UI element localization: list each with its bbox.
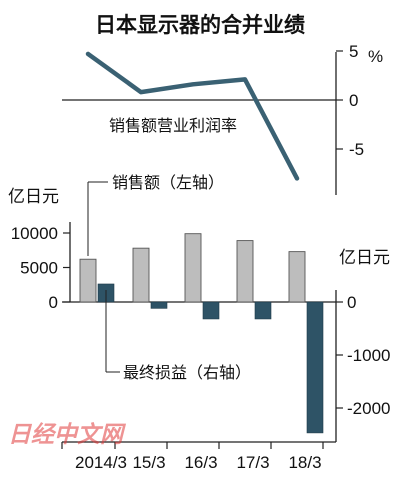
line-chart-unit: %: [368, 47, 383, 66]
bar-net-15-3: [150, 301, 168, 309]
series-label-net-income: 最终损益（右轴）: [123, 363, 251, 382]
bar-sales-17-3: [236, 240, 254, 303]
bar-chart-ticks: 10000 5000 0 0 -1000 -2000: [11, 224, 391, 418]
left-axis-unit: 亿日元: [8, 187, 59, 207]
left-tick-label-10000: 10000: [11, 224, 58, 243]
right-tick-label--2000: -2000: [347, 399, 390, 418]
right-tick-label--1000: -1000: [347, 346, 390, 365]
line-tick-label--5: -5: [349, 140, 364, 159]
x-tick-label-2014-3: 2014/3: [75, 453, 127, 472]
x-tick-label-18-3: 18/3: [288, 453, 321, 472]
bar-sales-2014-3: [79, 258, 97, 303]
bar-sales-16-3: [184, 233, 202, 303]
x-tick-label-16-3: 16/3: [184, 453, 217, 472]
bar-chart-bars: [79, 233, 324, 434]
left-tick-label-5000: 5000: [20, 259, 58, 278]
chart-title: 日本显示器的合并业绩: [95, 13, 305, 37]
bar-net-16-3: [202, 301, 220, 320]
series-line-operating-margin: [85, 51, 300, 181]
bar-net-17-3: [254, 301, 272, 320]
x-axis: 2014/3 15/3 16/3 17/3 18/3: [61, 441, 336, 472]
x-tick-label-17-3: 17/3: [236, 453, 269, 472]
line-tick-label-0: 0: [349, 91, 358, 110]
bar-chart: 亿日元 亿日元 10000 5000 0 0 -1000 -2000 销售额（左轴） 最终…: [8, 173, 390, 442]
x-tick-label-15-3: 15/3: [132, 453, 165, 472]
watermark: 日经中文网: [8, 422, 127, 448]
x-axis-ticks: 2014/3 15/3 16/3 17/3 18/3: [61, 442, 324, 472]
bar-sales-15-3: [132, 247, 150, 303]
bar-sales-18-3: [288, 251, 306, 303]
line-chart: 5 0 -5 % 销售额营业利润率: [62, 42, 383, 195]
series-label-sales: 销售额（左轴）: [112, 173, 224, 192]
series-label-operating-margin: 销售额营业利润率: [109, 116, 237, 135]
line-tick-label-5: 5: [349, 42, 358, 61]
left-tick-label-0: 0: [49, 293, 58, 312]
right-tick-label-0: 0: [347, 293, 356, 312]
line-chart-ticks: 5 0 -5: [336, 42, 364, 159]
right-axis-unit: 亿日元: [339, 248, 390, 268]
bar-net-18-3: [306, 301, 324, 434]
